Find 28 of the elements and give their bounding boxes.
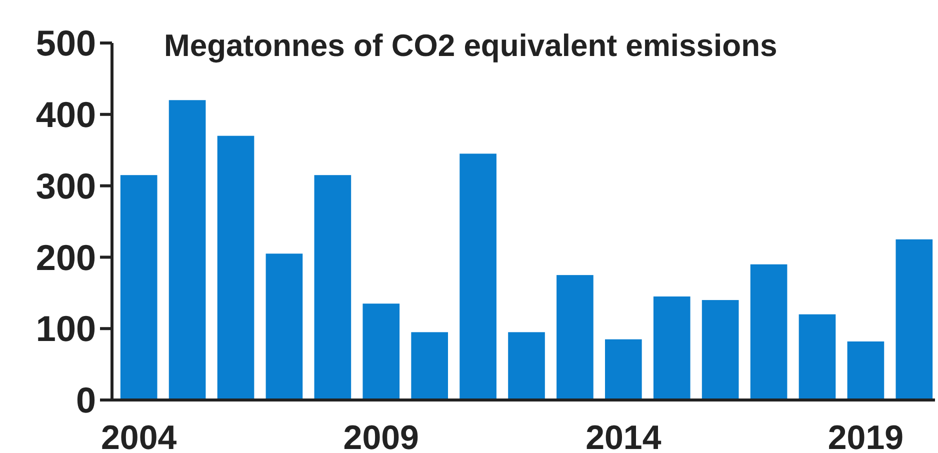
x-tick-label: 2019	[828, 419, 904, 453]
y-tick-label: 100	[36, 308, 96, 350]
bar	[798, 314, 836, 400]
bar	[653, 296, 690, 400]
bar	[411, 332, 448, 400]
bar	[120, 175, 158, 400]
bar	[605, 339, 642, 400]
y-tick-label: 400	[36, 94, 96, 135]
chart-title: Megatonnes of CO2 equivalent emissions	[164, 28, 778, 63]
y-tick-label: 0	[76, 380, 96, 421]
x-tick-label: 2009	[343, 419, 419, 453]
bar	[702, 300, 739, 400]
bar	[168, 100, 206, 400]
bar	[217, 136, 254, 400]
bar	[460, 154, 496, 400]
bar	[556, 275, 594, 400]
bar	[508, 332, 545, 400]
y-tick-label: 500	[36, 22, 96, 64]
bar	[896, 239, 933, 400]
bar	[362, 304, 400, 400]
x-tick-label: 2004	[101, 419, 177, 453]
bar	[314, 175, 352, 400]
bar	[847, 341, 884, 400]
bar	[750, 264, 788, 400]
x-tick-label: 2014	[586, 419, 662, 453]
bar	[266, 254, 303, 400]
y-tick-label: 200	[36, 236, 96, 278]
y-tick-label: 300	[36, 165, 96, 206]
